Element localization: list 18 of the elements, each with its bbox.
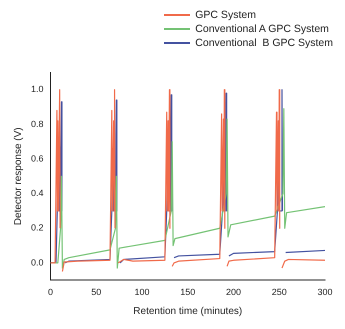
x-tick-label: 50 (91, 287, 102, 298)
y-tick-label: 0.6 (30, 153, 44, 164)
legend-label: Conventional B GPC System (195, 36, 333, 50)
x-tick-label: 200 (226, 287, 242, 298)
legend-label: GPC System (195, 8, 256, 22)
x-tick-label: 100 (134, 287, 150, 298)
y-tick-label: 0.4 (30, 188, 44, 198)
x-tick-label: 0 (48, 287, 54, 298)
y-tick-label: 0.2 (30, 222, 44, 233)
y-axis-title: Detector response (V) (12, 127, 24, 226)
x-tick-label: 250 (272, 287, 287, 298)
x-tick-label: 150 (180, 287, 196, 298)
y-tick-label: 1.0 (30, 84, 44, 94)
x-axis-title: Retention time (minutes) (133, 306, 242, 317)
y-tick-label: 0.0 (30, 257, 44, 268)
y-tick-label: 0.8 (30, 118, 44, 129)
legend-label: Conventional A GPC System (195, 22, 329, 36)
x-tick-label: 300 (317, 287, 333, 298)
